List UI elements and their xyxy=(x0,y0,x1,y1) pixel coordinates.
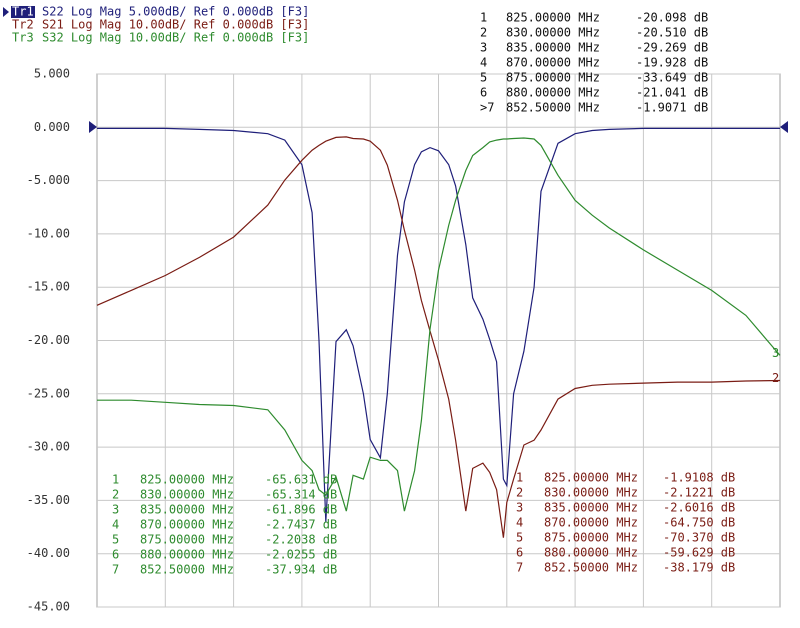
legend-name: Tr2 xyxy=(12,18,34,32)
marker-table-cell: -2.2038 dB xyxy=(265,533,337,547)
marker-table-cell: -1.9071 dB xyxy=(636,101,708,115)
trace-line xyxy=(97,127,780,522)
marker-table-cell: 830.00000 MHz xyxy=(506,26,600,40)
marker-table-cell: -1.9108 dB xyxy=(663,471,735,485)
marker-table-cell: -38.179 dB xyxy=(663,561,735,575)
marker-table-cell: 6 xyxy=(516,546,523,560)
y-tick-label: -5.000 xyxy=(27,173,70,187)
marker-table-cell: 870.00000 MHz xyxy=(140,518,234,532)
marker-table-cell: 2 xyxy=(480,26,487,40)
marker-table-cell: 852.50000 MHz xyxy=(140,563,234,577)
marker-table-cell: 880.00000 MHz xyxy=(140,548,234,562)
marker-table-cell: 870.00000 MHz xyxy=(506,56,600,70)
legend-info: S21 Log Mag 10.00dB/ Ref 0.000dB [F3] xyxy=(42,18,309,32)
marker-table-cell: 1 xyxy=(112,473,119,487)
y-tick-label: 0.000 xyxy=(34,120,70,134)
reference-arrow xyxy=(89,121,97,133)
y-tick-label: -25.00 xyxy=(27,386,70,400)
y-tick-label: -35.00 xyxy=(27,493,70,507)
marker-table-cell: -2.6016 dB xyxy=(663,501,735,515)
marker-table-cell: 2 xyxy=(516,486,523,500)
trace-line xyxy=(96,136,781,538)
active-trace-box xyxy=(11,6,35,18)
marker-table-cell: 5 xyxy=(112,533,119,547)
marker-table-cell: -20.510 dB xyxy=(636,26,708,40)
trace-end-label: 2 xyxy=(772,371,779,385)
y-tick-label: -20.00 xyxy=(27,333,70,347)
marker-table-cell: 875.00000 MHz xyxy=(140,533,234,547)
marker-table-cell: 875.00000 MHz xyxy=(506,71,600,85)
legend-name: Tr1 xyxy=(12,5,34,19)
marker-table-cell: 5 xyxy=(516,531,523,545)
marker-table-cell: -70.370 dB xyxy=(663,531,735,545)
legend-info: S32 Log Mag 10.00dB/ Ref 0.000dB [F3] xyxy=(42,31,309,45)
marker-table-cell: 830.00000 MHz xyxy=(140,488,234,502)
marker-table-cell: >7 xyxy=(480,101,494,115)
marker-table-cell: -21.041 dB xyxy=(636,86,708,100)
marker-table-cell: -59.629 dB xyxy=(663,546,735,560)
y-tick-label: -10.00 xyxy=(27,226,70,240)
y-tick-label: -45.00 xyxy=(27,600,70,614)
marker-table-cell: 1 xyxy=(480,11,487,25)
marker-table-cell: -33.649 dB xyxy=(636,71,708,85)
marker-table-cell: -2.0255 dB xyxy=(265,548,337,562)
marker-table-cell: 7 xyxy=(516,561,523,575)
marker-table-cell: -65.314 dB xyxy=(265,488,337,502)
trace-end-label: 3 xyxy=(772,346,779,360)
trace-line xyxy=(97,137,781,512)
marker-table-cell: -61.896 dB xyxy=(265,503,337,517)
marker-table-cell: 3 xyxy=(112,503,119,517)
legend-name: Tr3 xyxy=(12,31,34,45)
marker-table-cell: 835.00000 MHz xyxy=(506,41,600,55)
marker-table-cell: 880.00000 MHz xyxy=(544,546,638,560)
marker-table-cell: -2.1221 dB xyxy=(663,486,735,500)
marker-table-cell: 4 xyxy=(480,56,487,70)
marker-table-cell: -2.7437 dB xyxy=(265,518,337,532)
marker-table-cell: -19.928 dB xyxy=(636,56,708,70)
marker-table-cell: 830.00000 MHz xyxy=(544,486,638,500)
marker-table-cell: 3 xyxy=(480,41,487,55)
marker-table-cell: 825.00000 MHz xyxy=(506,11,600,25)
y-tick-label: -15.00 xyxy=(27,280,70,294)
marker-table-cell: 852.50000 MHz xyxy=(544,561,638,575)
marker-table-cell: 825.00000 MHz xyxy=(140,473,234,487)
marker-table-cell: 835.00000 MHz xyxy=(544,501,638,515)
marker-table-cell: 6 xyxy=(480,86,487,100)
marker-table-cell: -20.098 dB xyxy=(636,11,708,25)
active-trace-arrow xyxy=(3,7,9,17)
marker-table-cell: 4 xyxy=(516,516,523,530)
marker-table-cell: 2 xyxy=(112,488,119,502)
marker-table-cell: 875.00000 MHz xyxy=(544,531,638,545)
marker-table-cell: -29.269 dB xyxy=(636,41,708,55)
marker-table-cell: 825.00000 MHz xyxy=(544,471,638,485)
marker-table-cell: -64.750 dB xyxy=(663,516,735,530)
marker-table-cell: 870.00000 MHz xyxy=(544,516,638,530)
y-tick-label: 5.000 xyxy=(34,67,70,81)
marker-table-cell: -65.631 dB xyxy=(265,473,337,487)
legend-info: S22 Log Mag 5.000dB/ Ref 0.000dB [F3] xyxy=(42,5,309,19)
marker-table-cell: 7 xyxy=(112,563,119,577)
marker-table-cell: 5 xyxy=(480,71,487,85)
marker-table-cell: 4 xyxy=(112,518,119,532)
marker-table-cell: -37.934 dB xyxy=(265,563,337,577)
marker-table-cell: 880.00000 MHz xyxy=(506,86,600,100)
marker-table-cell: 1 xyxy=(516,471,523,485)
y-tick-label: -40.00 xyxy=(27,546,70,560)
y-tick-label: -30.00 xyxy=(27,440,70,454)
marker-table-cell: 6 xyxy=(112,548,119,562)
marker-table-cell: 852.50000 MHz xyxy=(506,101,600,115)
marker-table-cell: 835.00000 MHz xyxy=(140,503,234,517)
reference-arrow xyxy=(780,121,788,133)
marker-table-cell: 3 xyxy=(516,501,523,515)
